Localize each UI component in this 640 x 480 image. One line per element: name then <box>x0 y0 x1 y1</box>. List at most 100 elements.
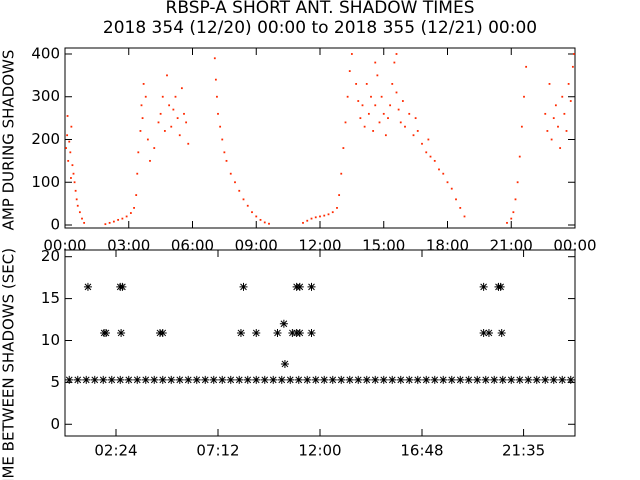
x-tick-label: 15:00 <box>362 237 405 255</box>
data-point <box>172 108 175 111</box>
data-point <box>516 181 519 184</box>
data-point <box>192 375 201 384</box>
data-point <box>354 375 363 384</box>
data-point <box>269 375 278 384</box>
data-point <box>161 95 164 98</box>
data-point <box>71 164 74 167</box>
data-point <box>251 211 253 214</box>
data-point <box>548 83 551 85</box>
data-point <box>302 221 304 224</box>
data-point <box>213 57 216 60</box>
data-point <box>259 218 262 221</box>
data-point <box>133 375 142 384</box>
data-point <box>463 215 466 218</box>
data-point <box>286 375 295 384</box>
data-point <box>108 221 111 224</box>
data-point <box>229 172 232 175</box>
data-point <box>557 125 559 128</box>
data-point <box>252 328 261 337</box>
data-point <box>361 104 364 107</box>
data-point <box>150 375 159 384</box>
data-point <box>235 375 244 384</box>
data-point <box>187 142 190 145</box>
data-point <box>121 217 124 220</box>
data-point <box>117 328 126 337</box>
data-point <box>288 328 297 337</box>
y-tick-label: 5 <box>50 373 60 391</box>
data-point <box>425 151 428 154</box>
data-point <box>311 375 320 384</box>
data-point <box>226 375 235 384</box>
data-point <box>372 130 375 132</box>
y-tick-label: 15 <box>41 289 60 307</box>
data-point <box>73 375 82 384</box>
data-point <box>294 375 303 384</box>
data-point <box>70 177 72 179</box>
data-point <box>295 282 304 291</box>
data-point <box>158 328 167 337</box>
data-point <box>144 95 147 98</box>
data-point <box>380 95 383 98</box>
data-point <box>260 375 269 384</box>
data-point <box>68 140 71 143</box>
data-point <box>413 375 422 384</box>
x-tick-label: 02:24 <box>94 442 137 460</box>
data-point <box>78 211 81 214</box>
data-point <box>490 375 499 384</box>
data-point <box>214 78 217 81</box>
x-tick-label: 12:00 <box>298 442 341 460</box>
data-point <box>565 130 568 132</box>
data-point <box>66 134 69 137</box>
data-point <box>178 134 181 137</box>
y-tick-label: 400 <box>31 44 60 62</box>
data-point <box>416 130 419 132</box>
data-point <box>65 147 67 149</box>
data-point <box>421 142 423 145</box>
data-point <box>558 375 567 384</box>
data-point <box>185 121 188 124</box>
x-tick-label: 16:48 <box>400 442 443 460</box>
data-point <box>433 159 436 162</box>
data-point <box>277 375 286 384</box>
data-point <box>384 134 387 137</box>
data-point <box>99 375 108 384</box>
data-point <box>141 375 150 384</box>
data-point <box>422 375 431 384</box>
data-point <box>497 328 506 337</box>
data-point <box>414 117 417 120</box>
data-point <box>559 147 562 149</box>
data-point <box>319 215 321 218</box>
data-point <box>102 328 111 337</box>
data-point <box>408 112 411 115</box>
data-point <box>331 211 334 214</box>
data-point <box>549 375 558 384</box>
data-point <box>243 375 252 384</box>
data-point <box>175 375 184 384</box>
data-point <box>82 375 91 384</box>
data-point <box>371 375 380 384</box>
data-point <box>159 112 162 115</box>
data-point <box>168 104 171 107</box>
data-point <box>117 218 120 221</box>
data-point <box>561 95 564 98</box>
data-point <box>112 220 115 223</box>
data-point <box>236 328 245 337</box>
data-point <box>116 375 125 384</box>
data-point <box>370 95 372 98</box>
data-point <box>439 375 448 384</box>
data-point <box>238 189 241 192</box>
data-point <box>338 194 341 196</box>
data-point <box>447 375 456 384</box>
data-point <box>140 104 143 107</box>
data-point <box>571 65 574 68</box>
data-point <box>255 215 258 218</box>
data-point <box>176 117 179 120</box>
data-point <box>133 207 135 209</box>
data-point <box>473 375 482 384</box>
data-point <box>180 87 183 90</box>
data-point <box>221 138 224 141</box>
data-point <box>183 112 185 115</box>
x-tick-label: 21:35 <box>502 442 545 460</box>
data-point <box>166 74 168 77</box>
data-point <box>136 172 139 175</box>
